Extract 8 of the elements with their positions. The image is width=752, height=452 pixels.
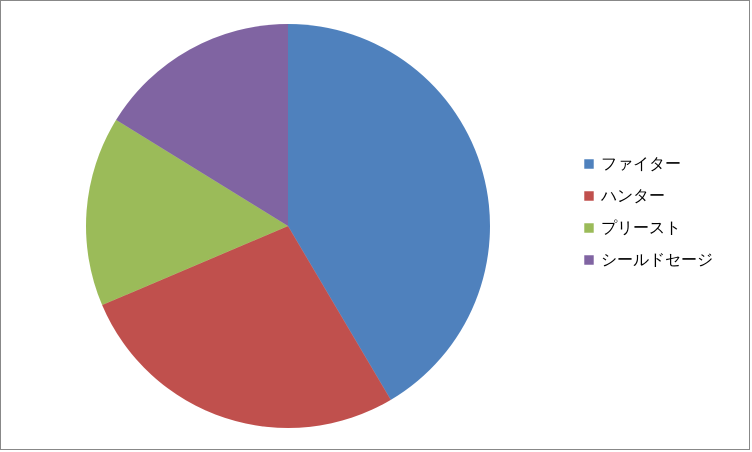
pie-slice xyxy=(102,226,391,428)
pie-slice xyxy=(86,120,288,306)
legend-label: プリースト xyxy=(601,218,681,237)
legend-label: ハンター xyxy=(600,186,665,205)
legend-label: ファイター xyxy=(601,154,681,173)
pie-slice xyxy=(116,24,288,226)
pie-slice xyxy=(288,24,490,400)
legend-label: シールドセージ xyxy=(601,250,713,269)
